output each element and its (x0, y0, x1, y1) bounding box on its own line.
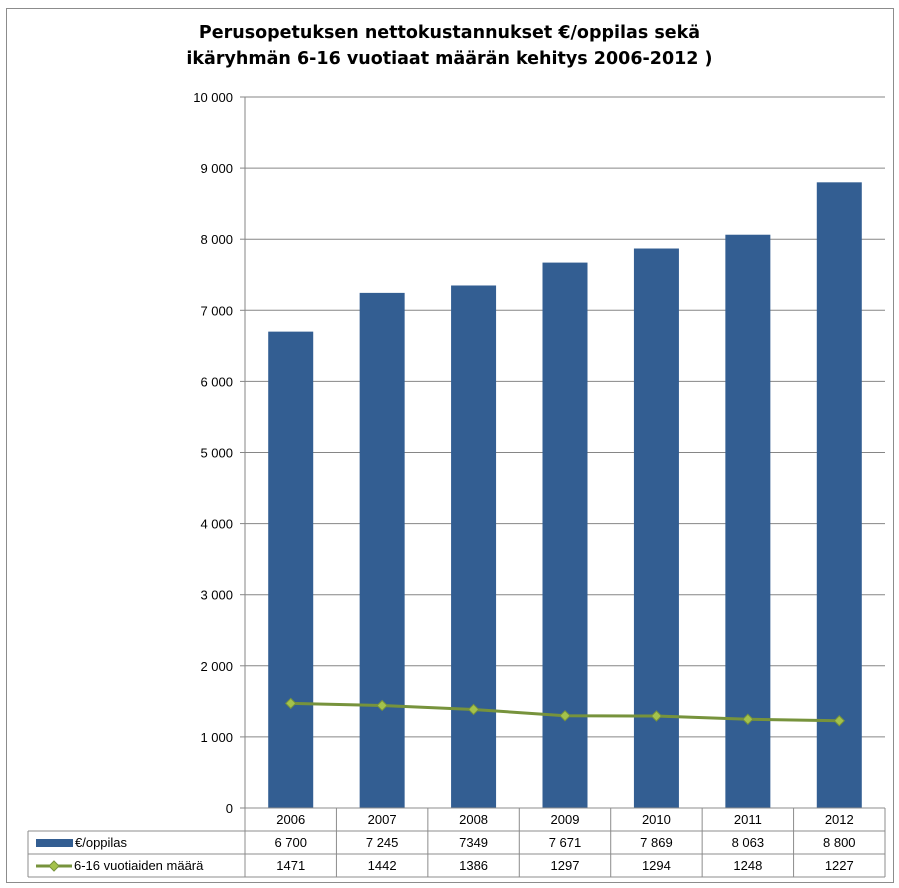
data-label: 7349 (459, 835, 488, 850)
bar (268, 331, 314, 808)
chart-title-line-2: ikäryhmän 6-16 vuotiaat määrän kehitys 2… (186, 49, 713, 69)
y-tick-label: 0 (226, 801, 233, 816)
legend-key-bar (36, 839, 73, 847)
data-label: 1248 (733, 858, 762, 873)
x-tick-label: 2009 (551, 812, 580, 827)
x-tick-label: 2007 (368, 812, 397, 827)
line-marker (467, 703, 480, 716)
y-tick-label: 2 000 (200, 659, 233, 674)
y-tick-label: 1 000 (200, 730, 233, 745)
line-marker (833, 715, 845, 727)
data-label: 8 063 (732, 835, 765, 850)
y-tick-label: 5 000 (200, 446, 233, 461)
y-tick-label: 9 000 (200, 161, 233, 176)
data-label: 7 671 (549, 835, 582, 850)
y-tick-label: 8 000 (200, 232, 233, 247)
line-marker (650, 710, 663, 722)
data-label: 6 700 (274, 835, 307, 850)
data-label: 1227 (825, 858, 854, 873)
line-marker (559, 710, 571, 722)
legend-label: 6-16 vuotiaiden määrä (74, 858, 204, 873)
y-tick-label: 7 000 (200, 303, 233, 318)
data-label: 8 800 (823, 835, 856, 850)
x-tick-label: 2008 (459, 812, 488, 827)
x-tick-label: 2010 (642, 812, 671, 827)
x-tick-label: 2011 (734, 812, 762, 827)
x-tick-label: 2012 (825, 812, 854, 827)
bar (816, 182, 862, 808)
legend-key-marker (48, 860, 60, 872)
x-tick-label: 2006 (276, 812, 305, 827)
chart-title: Perusopetuksen nettokustannukset €/oppil… (0, 20, 899, 72)
y-tick-label: 10 000 (193, 90, 233, 105)
data-label: 1471 (276, 858, 305, 873)
bar (633, 248, 679, 808)
data-label: 7 869 (640, 835, 673, 850)
bar (542, 262, 588, 808)
legend-label: €/oppilas (75, 835, 128, 850)
data-label: 1386 (459, 858, 488, 873)
y-tick-label: 6 000 (200, 374, 233, 389)
line-marker (742, 713, 754, 725)
bar (725, 234, 771, 808)
y-tick-label: 4 000 (200, 517, 233, 532)
data-label: 1297 (551, 858, 580, 873)
line-marker (285, 697, 297, 710)
line-marker (376, 699, 388, 712)
bar (359, 292, 405, 808)
data-label: 1294 (642, 858, 671, 873)
y-tick-label: 3 000 (200, 588, 233, 603)
data-label: 7 245 (366, 835, 399, 850)
bar (451, 285, 497, 809)
data-label: 1442 (368, 858, 397, 873)
chart-title-line-1: Perusopetuksen nettokustannukset €/oppil… (198, 23, 701, 43)
